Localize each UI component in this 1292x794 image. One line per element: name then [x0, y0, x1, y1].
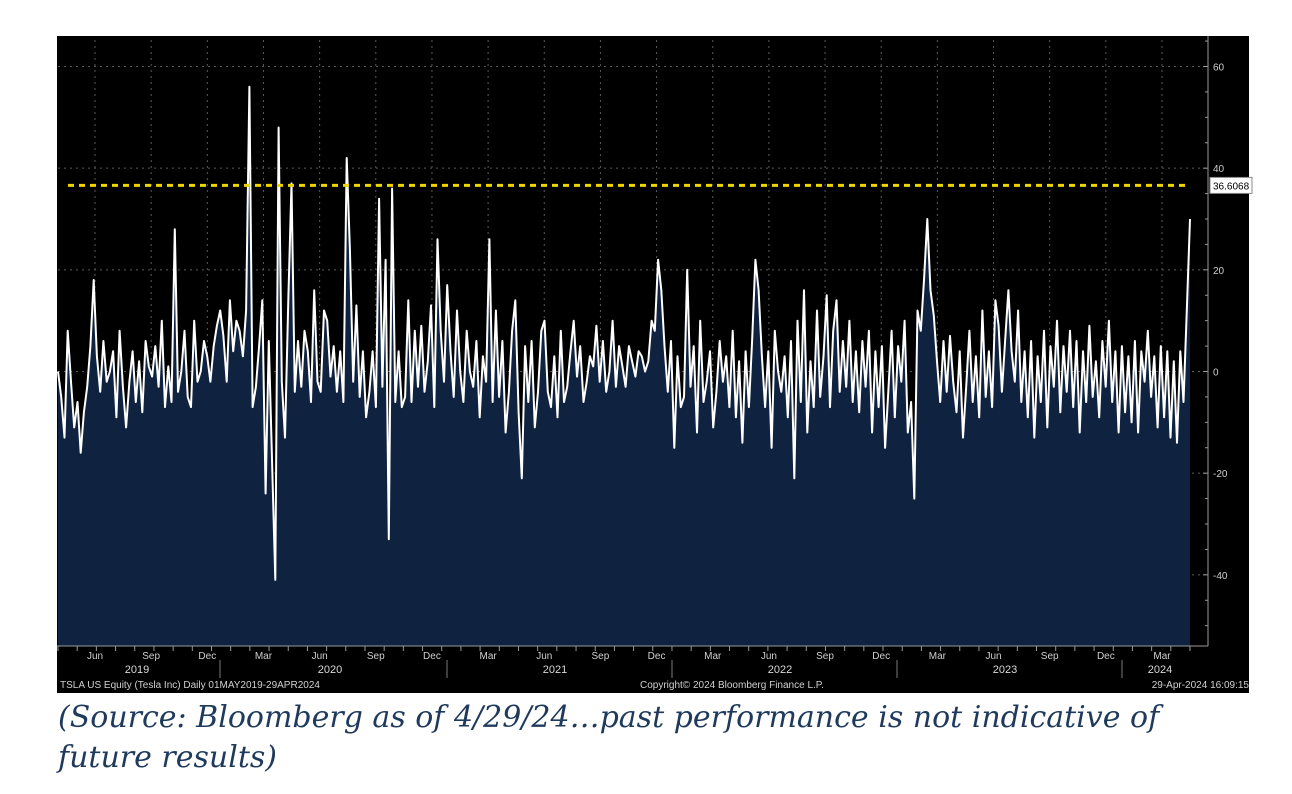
x-month-label: Jun: [312, 651, 328, 662]
x-month-label: Mar: [479, 651, 497, 662]
x-year-label: 2022: [768, 664, 792, 676]
footer-security-label: TSLA US Equity (Tesla Inc) Daily 01MAY20…: [60, 680, 320, 691]
x-year-label: 2019: [125, 664, 149, 676]
x-month-label: Sep: [142, 651, 160, 662]
y-tick-label: 20: [1213, 266, 1225, 277]
footer-timestamp-label: 29-Apr-2024 16:09:15: [1152, 680, 1250, 691]
x-month-label: Mar: [929, 651, 947, 662]
x-month-label: Dec: [423, 651, 441, 662]
footer-copyright-label: Copyright© 2024 Bloomberg Finance L.P.: [640, 680, 824, 691]
y-tick-label: 60: [1213, 63, 1225, 74]
area-fill: [58, 86, 1190, 647]
x-year-label: 2021: [543, 664, 567, 676]
x-month-label: Sep: [367, 651, 385, 662]
x-month-label: Dec: [872, 651, 890, 662]
y-tick-label: 40: [1213, 164, 1225, 175]
y-tick-label: -20: [1213, 469, 1228, 480]
x-month-label: Jun: [761, 651, 777, 662]
x-month-label: Sep: [816, 651, 834, 662]
reference-value-box: 36.6068: [1209, 176, 1253, 194]
x-month-label: Jun: [536, 651, 552, 662]
x-month-label: Mar: [1153, 651, 1171, 662]
x-year-label: 2023: [993, 664, 1017, 676]
series-line: [57, 85, 1191, 581]
x-month-label: Mar: [255, 651, 273, 662]
y-tick-label: -40: [1213, 571, 1228, 582]
x-year-label: 2024: [1148, 664, 1172, 676]
x-year-label: 2020: [318, 664, 342, 676]
y-axis: 60 40 20 0 -20 -40: [1203, 36, 1228, 646]
y-tick-label: 0: [1213, 368, 1219, 379]
x-month-label: Jun: [87, 651, 103, 662]
reference-value-label: 36.6068: [1213, 181, 1250, 192]
x-month-label: Jun: [985, 651, 1001, 662]
x-month-label: Mar: [704, 651, 722, 662]
x-month-label: Sep: [592, 651, 610, 662]
source-caption: (Source: Bloomberg as of 4/29/24…past pe…: [58, 700, 1160, 775]
x-month-label: Dec: [1097, 651, 1115, 662]
x-month-label: Sep: [1041, 651, 1059, 662]
x-month-label: Dec: [648, 651, 666, 662]
x-axis: Jun Sep Dec Mar Jun Sep Dec Mar Jun Sep Dec Mar Jun S…: [57, 645, 1208, 678]
x-month-label: Dec: [198, 651, 216, 662]
